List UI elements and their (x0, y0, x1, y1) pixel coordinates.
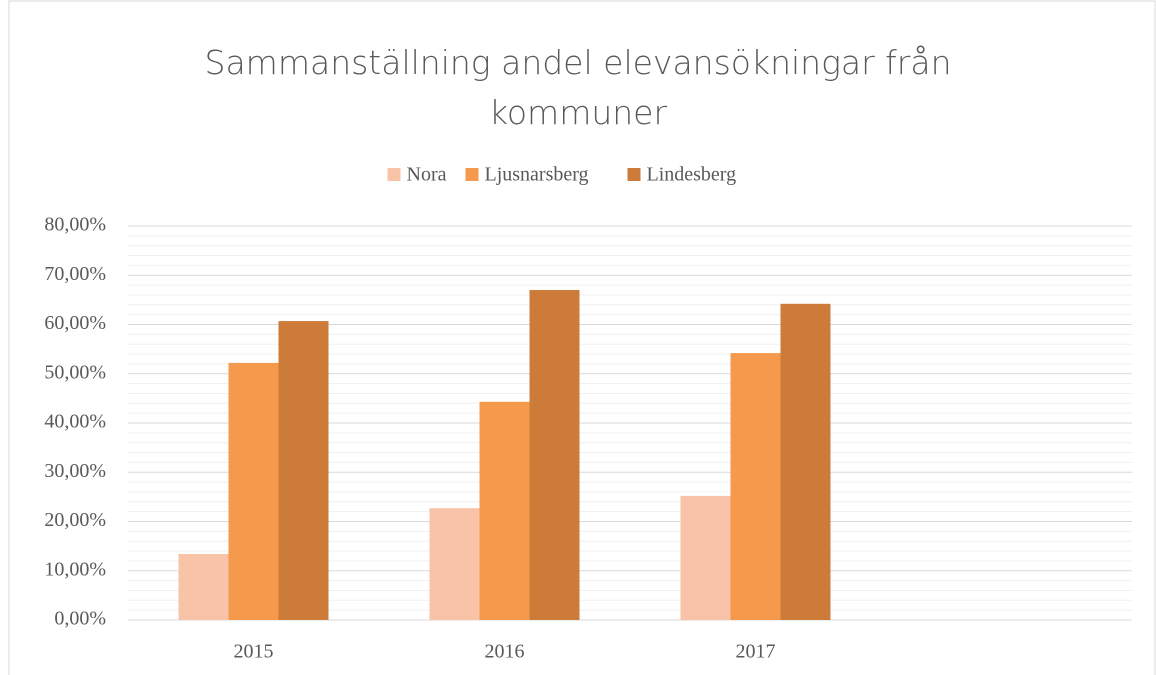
bar (228, 362, 279, 620)
bar (780, 303, 831, 620)
bar (429, 508, 480, 620)
bar (479, 401, 530, 620)
legend-swatch (627, 168, 641, 181)
y-tick-label: 20,00% (44, 509, 106, 531)
y-tick-label: 0,00% (54, 608, 106, 630)
y-tick-label: 70,00% (44, 263, 106, 285)
legend-swatch (465, 168, 479, 181)
bar (730, 353, 781, 620)
y-tick-label: 50,00% (44, 361, 106, 383)
y-tick-label: 30,00% (44, 460, 106, 482)
y-tick-label: 10,00% (44, 558, 106, 580)
legend-label: Ljusnarsberg (485, 164, 589, 186)
bar (529, 290, 580, 620)
bar (680, 495, 731, 620)
y-tick-label: 60,00% (44, 312, 106, 334)
legend-swatch (387, 168, 401, 181)
bar (278, 321, 329, 620)
legend-label: Nora (407, 164, 447, 186)
chart-title: Sammanställning andel elevansökningar fr… (204, 43, 952, 132)
chart-border (8, 0, 1156, 675)
bar (178, 554, 229, 620)
y-tick-label: 80,00% (44, 214, 106, 236)
legend-label: Lindesberg (647, 164, 737, 186)
y-tick-label: 40,00% (44, 411, 106, 433)
x-tick-label: 2017 (736, 641, 776, 663)
x-tick-label: 2015 (234, 641, 274, 663)
x-tick-label: 2016 (485, 641, 525, 663)
